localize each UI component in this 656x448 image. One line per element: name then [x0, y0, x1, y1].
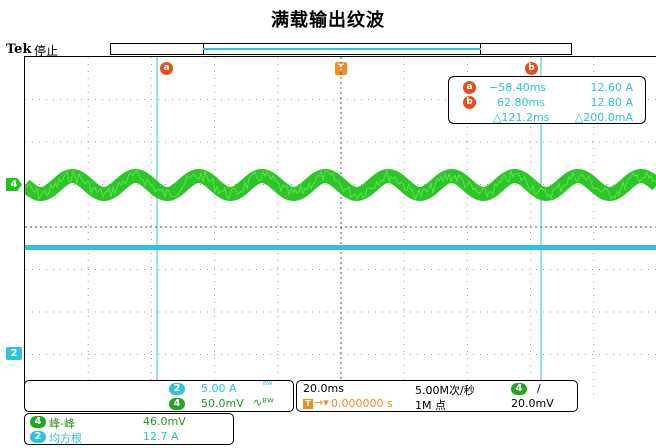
ch4-badge[interactable]: 4 — [169, 398, 185, 410]
horizontal-position: 0.000000 s — [331, 397, 393, 410]
cursor-a-badge: a — [463, 81, 476, 94]
ch4-scale: 50.0mV — [201, 397, 244, 410]
cursor-b-time: 62.80ms — [497, 96, 545, 109]
brand-logo: Tek — [6, 42, 32, 57]
arrow-right-icon: →▾ — [314, 396, 329, 409]
run-state-indicator[interactable]: 停止 — [34, 44, 59, 58]
trigger-source-badge[interactable]: 4 — [511, 383, 527, 395]
bw-limit-icon: ᴮᵂ — [263, 381, 273, 391]
cursor-a-value: 12.60 A — [590, 81, 633, 94]
ch2-scale: 5.00 A — [201, 382, 237, 395]
measurement-panel[interactable]: 4 峰-峰 46.0mV 2 均方根 12.7 A — [24, 413, 234, 445]
trigger-slope-icon: / — [537, 382, 541, 395]
measure-2-name: 均方根 — [49, 432, 82, 445]
record-view-bar[interactable] — [110, 43, 572, 55]
measure-1-name: 峰-峰 — [49, 417, 75, 430]
measure-2-value: 12.7 A — [143, 430, 179, 443]
measure-1-value: 46.0mV — [143, 415, 186, 428]
horizontal-scale: 20.0ms — [303, 382, 344, 395]
ch4-noise-trace — [25, 169, 656, 201]
ch2-current-waveform — [25, 245, 656, 250]
cursor-a-time: −58.40ms — [489, 81, 547, 94]
ch4-ground-marker[interactable]: 4 — [6, 178, 22, 191]
cursor-delta-time: △121.2ms — [493, 111, 550, 124]
sample-rate: 5.00M次/秒 — [415, 384, 475, 397]
ch2-badge[interactable]: 2 — [169, 383, 185, 395]
cursor-b-marker[interactable]: b — [525, 62, 538, 75]
channel-settings-panel[interactable]: 2 5.00 A ᴮᵂ 4 50.0mV ∿ᴮᵂ — [24, 380, 294, 412]
ch2-ground-marker[interactable]: 2 — [6, 347, 22, 360]
record-view-track — [203, 48, 481, 50]
record-length: 1M 点 — [415, 399, 446, 412]
measure-2-badge: 2 — [30, 431, 46, 443]
cursor-b-value: 12.80 A — [590, 96, 633, 109]
cursor-a-marker[interactable]: a — [160, 62, 173, 75]
cursor-delta-value: △200.0mA — [574, 111, 633, 124]
timebase-panel[interactable]: 20.0ms 5.00M次/秒 4 / T →▾ 0.000000 s 1M 点… — [296, 380, 578, 412]
trigger-level: 20.0mV — [511, 397, 554, 410]
cursor-b-badge: b — [463, 96, 476, 109]
ac-bw-icon: ∿ᴮᵂ — [253, 396, 274, 409]
trigger-position-icon: T — [303, 399, 313, 409]
page-title: 满载输出纹波 — [271, 10, 385, 31]
cursor-readout-panel: a −58.40ms 12.60 A b 62.80ms 12.80 A △12… — [448, 76, 646, 124]
measure-1-badge: 4 — [30, 416, 46, 428]
